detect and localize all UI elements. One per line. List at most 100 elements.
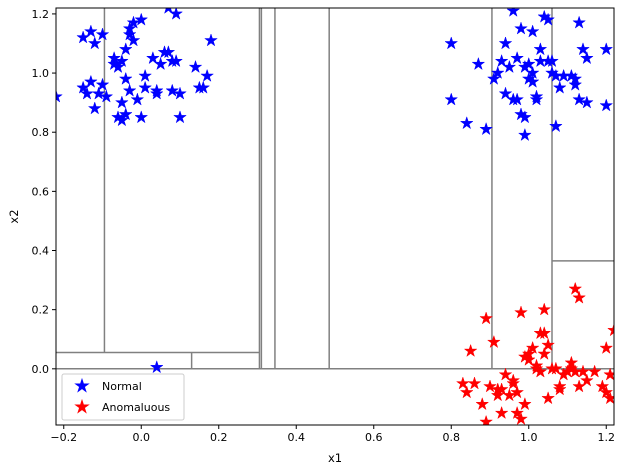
- data-point-normal: [200, 68, 215, 82]
- legend-label-normal: Normal: [102, 380, 142, 393]
- data-point-normal: [95, 77, 110, 91]
- data-point-normal: [479, 121, 494, 136]
- data-point-normal: [145, 50, 160, 65]
- data-point-anomalous: [494, 382, 509, 396]
- data-point-anomalous: [486, 334, 501, 349]
- data-point-normal: [599, 98, 614, 112]
- x-tick-label: 1.2: [598, 431, 616, 444]
- data-point-anomalous: [529, 358, 544, 372]
- data-point-anomalous: [599, 385, 614, 399]
- y-tick-label: 0.0: [32, 363, 50, 376]
- data-points: [56, 8, 614, 425]
- y-tick-label: 1.0: [32, 67, 50, 80]
- data-point-normal: [490, 65, 505, 79]
- data-point-normal: [118, 107, 133, 121]
- data-point-normal: [114, 53, 129, 68]
- data-point-normal: [165, 83, 180, 97]
- x-tick-label: −0.2: [50, 431, 77, 444]
- data-point-normal: [572, 15, 587, 29]
- data-point-normal: [525, 24, 540, 38]
- x-tick-label: 1.0: [520, 431, 538, 444]
- data-point-anomalous: [548, 361, 563, 375]
- data-point-anomalous: [498, 367, 513, 381]
- data-point-normal: [173, 110, 187, 124]
- data-point-normal: [164, 8, 173, 14]
- data-point-normal: [83, 24, 98, 38]
- y-tick-label: 0.4: [32, 245, 50, 258]
- data-point-normal: [169, 53, 184, 68]
- data-point-normal: [204, 33, 218, 47]
- series-anomalous: [455, 281, 614, 425]
- data-point-normal: [498, 36, 513, 50]
- data-point-normal: [87, 36, 102, 50]
- data-point-normal: [196, 80, 211, 94]
- data-point-normal: [138, 68, 153, 82]
- data-point-normal: [87, 101, 102, 115]
- plot-area: [55, 7, 615, 426]
- data-point-normal: [525, 65, 540, 79]
- data-point-anomalous: [568, 281, 583, 295]
- legend-entry-anomalous: Anomaluous: [74, 398, 170, 414]
- data-point-normal: [552, 80, 567, 94]
- data-point-normal: [83, 74, 98, 88]
- legend-entry-normal: Normal: [74, 377, 142, 393]
- data-point-anomalous: [572, 290, 587, 304]
- data-point-normal: [545, 53, 559, 68]
- y-tick-label: 1.2: [32, 8, 50, 21]
- data-point-anomalous: [510, 385, 525, 399]
- data-point-normal: [572, 92, 587, 106]
- x-tick-label: 0.4: [288, 431, 306, 444]
- data-point-anomalous: [463, 343, 478, 357]
- data-point-normal: [138, 80, 153, 94]
- data-point-normal: [134, 12, 149, 26]
- data-point-anomalous: [521, 352, 536, 366]
- data-point-anomalous: [607, 323, 614, 337]
- data-point-normal: [576, 42, 590, 56]
- data-point-normal: [95, 27, 110, 41]
- data-point-anomalous: [541, 391, 556, 405]
- data-point-normal: [114, 95, 129, 109]
- data-point-anomalous: [552, 379, 567, 393]
- data-point-anomalous: [525, 340, 540, 355]
- data-point-anomalous: [595, 379, 610, 393]
- data-point-normal: [459, 116, 474, 130]
- y-tick-label: 0.8: [32, 126, 50, 139]
- data-point-normal: [134, 110, 149, 124]
- data-point-normal: [506, 8, 521, 17]
- data-point-normal: [444, 92, 459, 106]
- data-point-normal: [510, 92, 525, 106]
- data-point-normal: [471, 56, 486, 71]
- data-point-normal: [188, 59, 203, 74]
- data-point-anomalous: [537, 302, 552, 316]
- data-point-anomalous: [537, 326, 552, 340]
- x-tick-label: 0.0: [133, 431, 151, 444]
- data-point-anomalous: [502, 388, 517, 402]
- data-point-normal: [161, 45, 176, 59]
- y-axis: 0.0 0.2 0.4 0.6 0.8 1.0 1.2: [32, 8, 56, 376]
- data-point-normal: [99, 89, 114, 103]
- data-point-anomalous: [537, 346, 552, 360]
- data-point-anomalous: [483, 379, 497, 393]
- data-point-anomalous: [579, 373, 594, 387]
- data-point-anomalous: [603, 367, 614, 381]
- data-point-anomalous: [599, 340, 614, 355]
- data-point-normal: [579, 50, 594, 65]
- data-point-normal: [111, 59, 125, 74]
- data-point-normal: [525, 74, 540, 88]
- data-point-anomalous: [517, 396, 532, 411]
- data-point-normal: [173, 86, 187, 100]
- data-point-anomalous: [475, 396, 490, 411]
- series-normal: [56, 8, 614, 374]
- data-point-normal: [599, 42, 614, 56]
- data-point-anomalous: [603, 391, 614, 405]
- data-point-normal: [529, 92, 544, 106]
- data-point-normal: [517, 110, 532, 124]
- data-point-anomalous: [541, 337, 556, 352]
- y-tick-label: 0.2: [32, 304, 50, 317]
- data-point-anomalous: [467, 376, 482, 390]
- data-point-normal: [517, 127, 532, 142]
- legend-box: [61, 373, 185, 421]
- data-point-normal: [149, 83, 164, 97]
- y-axis-label: x2: [7, 209, 21, 223]
